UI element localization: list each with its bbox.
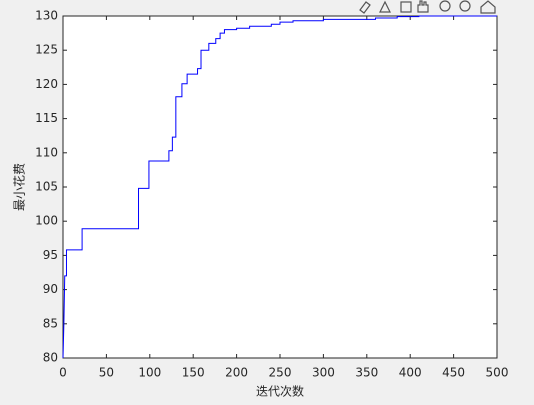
axes-box xyxy=(62,15,498,359)
toolbar-icon[interactable] xyxy=(459,0,471,12)
x-tick-label: 300 xyxy=(312,366,335,380)
toolbar-icon[interactable] xyxy=(400,1,412,13)
x-tick-label: 400 xyxy=(399,366,422,380)
y-tick-label: 90 xyxy=(43,282,58,296)
toolbar-icon[interactable] xyxy=(417,0,429,13)
x-tick-label: 150 xyxy=(182,366,205,380)
y-tick-label: 115 xyxy=(35,111,58,125)
plot-area xyxy=(63,16,497,358)
x-tick-label: 0 xyxy=(59,366,67,380)
y-tick-label: 80 xyxy=(43,351,58,365)
x-tick-label: 350 xyxy=(355,366,378,380)
toolbar-icon[interactable] xyxy=(359,1,371,14)
y-axis-label: 最小花费 xyxy=(12,163,27,211)
x-axis-label: 迭代次数 xyxy=(256,384,304,399)
y-tick-label: 130 xyxy=(35,9,58,23)
x-tick-label: 200 xyxy=(225,366,248,380)
toolbar xyxy=(359,0,496,14)
data-line xyxy=(62,15,497,359)
toolbar-icon[interactable] xyxy=(480,0,496,14)
x-tick-label: 450 xyxy=(442,366,465,380)
toolbar-icon[interactable] xyxy=(439,0,451,12)
y-tick-label: 95 xyxy=(43,248,58,262)
y-tick-label: 120 xyxy=(35,77,58,91)
toolbar-icon[interactable] xyxy=(379,0,391,13)
x-tick-label: 100 xyxy=(138,366,161,380)
x-tick-label: 500 xyxy=(486,366,509,380)
y-tick-label: 100 xyxy=(35,214,58,228)
y-tick-label: 105 xyxy=(35,180,58,194)
x-tick-label: 50 xyxy=(99,366,114,380)
y-tick-label: 125 xyxy=(35,43,58,57)
y-tick-label: 85 xyxy=(43,316,58,330)
x-tick-label: 250 xyxy=(269,366,292,380)
y-tick-label: 110 xyxy=(35,145,58,159)
